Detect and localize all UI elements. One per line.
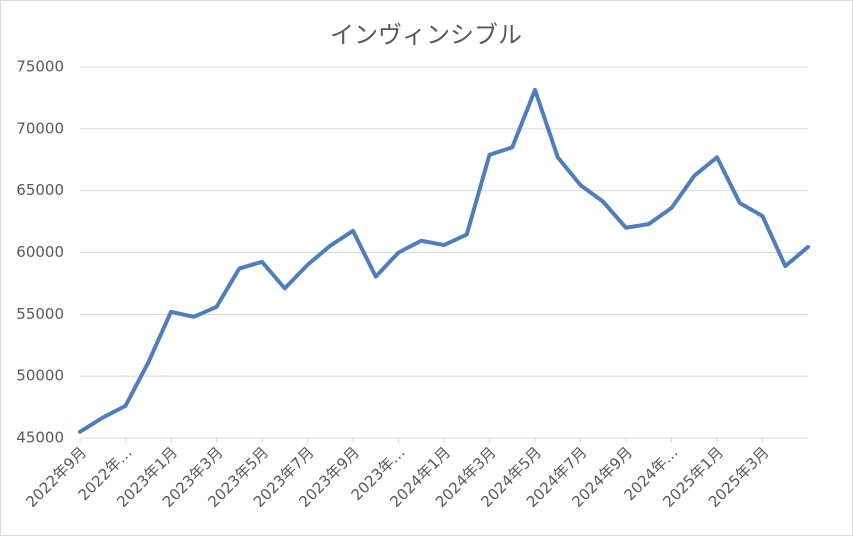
y-tick-label: 70000 xyxy=(16,119,64,137)
chart-title: インヴィンシブル xyxy=(330,21,522,49)
y-tick-label: 45000 xyxy=(16,429,64,447)
y-tick-label: 65000 xyxy=(16,181,64,199)
y-tick-label: 60000 xyxy=(16,243,64,261)
line xyxy=(78,87,810,434)
y-tick-label: 50000 xyxy=(16,367,64,385)
y-tick-label: 55000 xyxy=(16,305,64,323)
y-tick-label: 75000 xyxy=(16,58,64,76)
